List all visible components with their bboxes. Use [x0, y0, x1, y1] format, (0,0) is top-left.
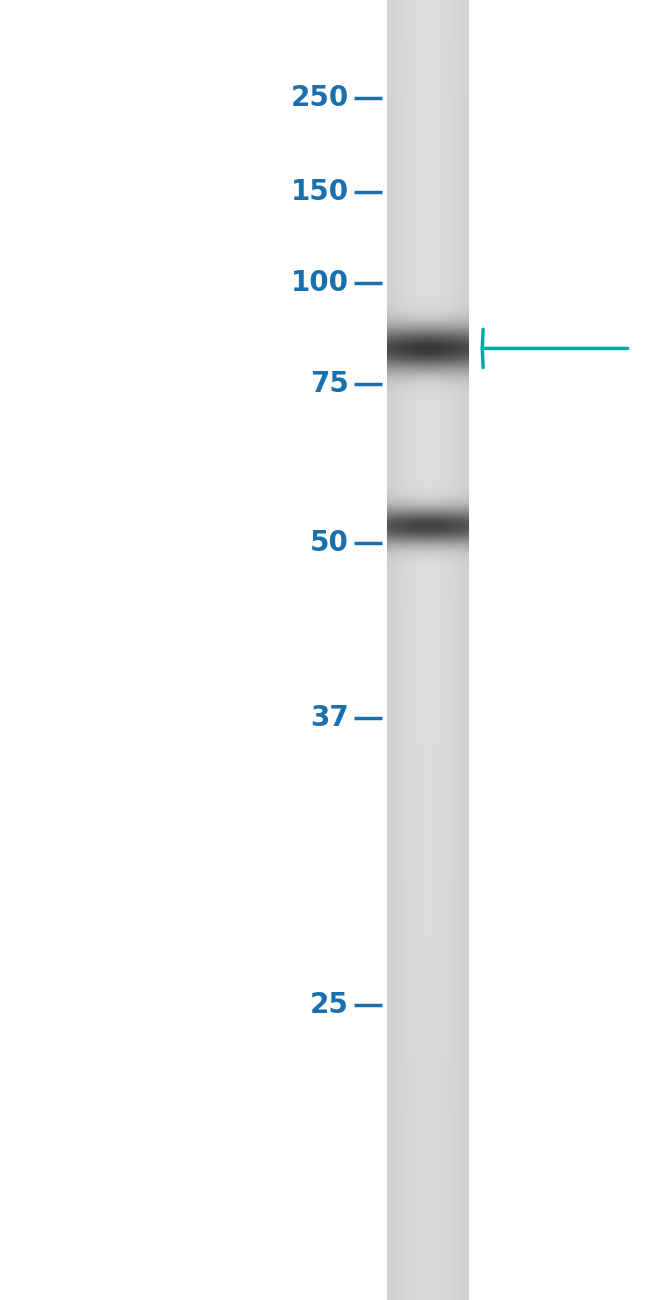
Text: 100: 100 — [291, 269, 349, 298]
Text: 75: 75 — [310, 369, 349, 398]
Text: 37: 37 — [310, 703, 349, 732]
Text: 50: 50 — [310, 529, 349, 558]
Text: 150: 150 — [291, 178, 349, 207]
Text: 250: 250 — [291, 83, 349, 112]
Text: 25: 25 — [310, 991, 349, 1019]
